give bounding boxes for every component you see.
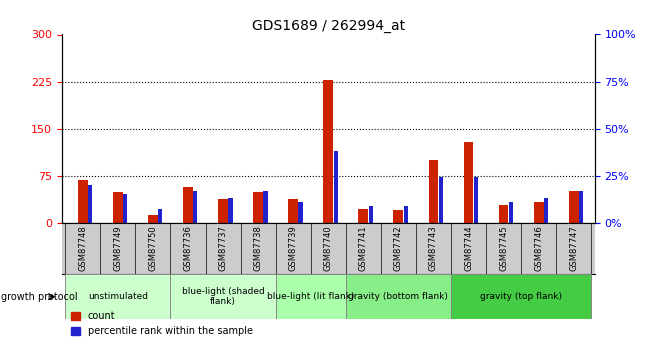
Text: GSM87737: GSM87737	[218, 226, 227, 271]
Bar	[148, 215, 158, 223]
Bar	[404, 206, 408, 223]
Bar	[333, 151, 338, 223]
Text: GSM87749: GSM87749	[113, 226, 122, 271]
Bar	[428, 160, 438, 223]
Bar	[263, 190, 268, 223]
Bar	[569, 191, 578, 223]
Bar	[123, 194, 127, 223]
Text: GSM87748: GSM87748	[78, 226, 87, 271]
Title: GDS1689 / 262994_at: GDS1689 / 262994_at	[252, 19, 405, 33]
Text: growth protocol: growth protocol	[1, 292, 78, 302]
Text: blue-light (shaded
flank): blue-light (shaded flank)	[182, 287, 265, 306]
Legend: count, percentile rank within the sample: count, percentile rank within the sample	[66, 307, 257, 340]
Text: GSM87740: GSM87740	[324, 226, 333, 271]
Bar	[298, 202, 303, 223]
Text: gravity (top flank): gravity (top flank)	[480, 292, 562, 301]
Text: GSM87739: GSM87739	[289, 226, 298, 271]
Text: GSM87744: GSM87744	[464, 226, 473, 271]
Bar	[228, 198, 233, 223]
Text: GSM87743: GSM87743	[429, 226, 438, 271]
Bar	[544, 198, 548, 223]
Bar	[369, 206, 373, 223]
Bar	[170, 274, 276, 319]
Text: GSM87736: GSM87736	[183, 226, 192, 271]
Bar	[193, 190, 198, 223]
Bar	[534, 203, 543, 223]
Text: GSM87750: GSM87750	[148, 226, 157, 271]
Bar	[439, 177, 443, 223]
Text: blue-light (lit flank): blue-light (lit flank)	[267, 292, 354, 301]
Bar	[474, 177, 478, 223]
Bar	[346, 274, 451, 319]
Text: GSM87747: GSM87747	[569, 226, 578, 271]
Bar	[254, 193, 263, 223]
Bar	[288, 199, 298, 223]
Bar	[276, 274, 346, 319]
Bar	[113, 193, 123, 223]
Bar	[579, 190, 583, 223]
Bar	[463, 142, 473, 223]
Text: GSM87745: GSM87745	[499, 226, 508, 271]
Bar	[88, 185, 92, 223]
Bar	[509, 202, 513, 223]
Bar	[499, 205, 508, 223]
Bar	[65, 274, 170, 319]
Bar	[158, 209, 162, 223]
Bar	[218, 199, 228, 223]
Text: GSM87742: GSM87742	[394, 226, 403, 271]
Text: unstimulated: unstimulated	[88, 292, 148, 301]
Bar	[451, 274, 592, 319]
Text: GSM87738: GSM87738	[254, 226, 263, 271]
Bar	[393, 210, 403, 223]
Bar	[78, 180, 88, 223]
Bar	[183, 187, 193, 223]
Bar	[323, 80, 333, 223]
Text: GSM87741: GSM87741	[359, 226, 368, 271]
Bar	[358, 209, 368, 223]
Text: gravity (bottom flank): gravity (bottom flank)	[348, 292, 448, 301]
Text: GSM87746: GSM87746	[534, 226, 543, 271]
